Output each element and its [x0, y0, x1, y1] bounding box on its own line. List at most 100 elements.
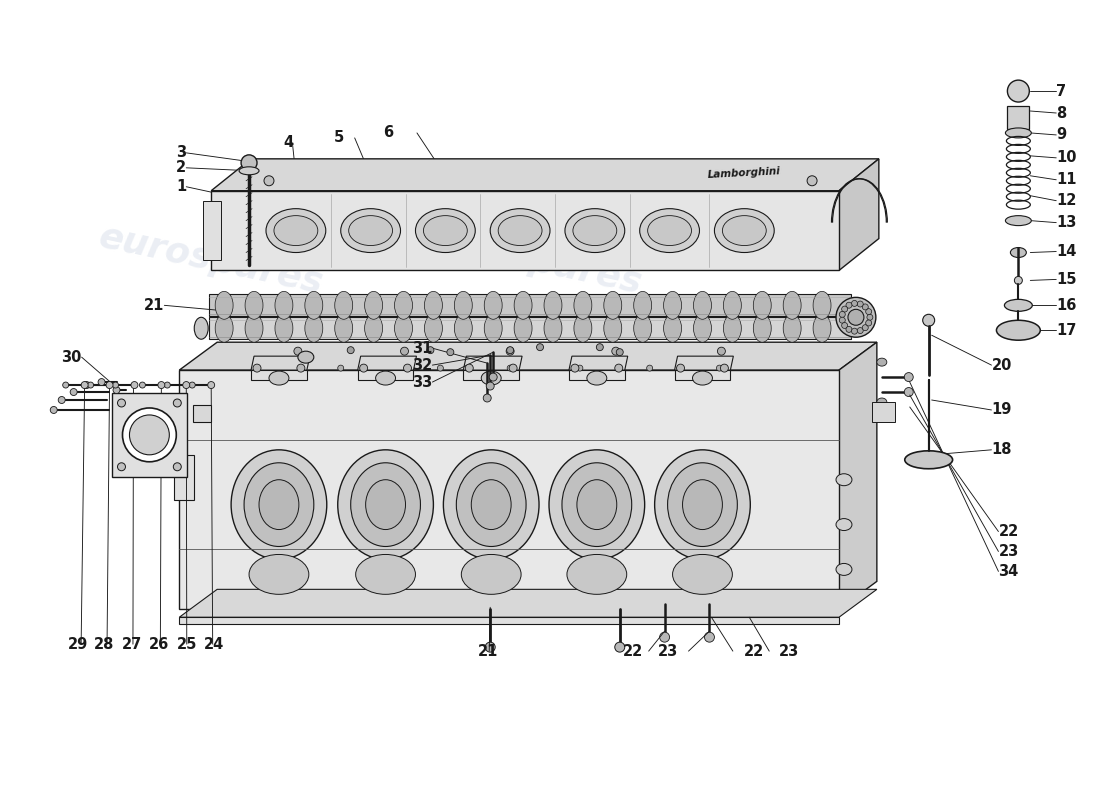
Ellipse shape: [654, 450, 750, 559]
Ellipse shape: [682, 480, 723, 530]
Text: 33: 33: [412, 374, 432, 390]
Circle shape: [51, 406, 57, 414]
Circle shape: [294, 347, 301, 355]
Text: 22: 22: [623, 644, 642, 658]
Ellipse shape: [648, 216, 692, 246]
Ellipse shape: [231, 450, 327, 559]
Ellipse shape: [877, 398, 887, 406]
Text: 27: 27: [122, 637, 143, 652]
Text: 12: 12: [1056, 193, 1077, 208]
Circle shape: [716, 365, 723, 371]
Ellipse shape: [668, 462, 737, 546]
Circle shape: [676, 364, 684, 372]
Polygon shape: [839, 159, 879, 270]
Ellipse shape: [454, 291, 472, 319]
Ellipse shape: [634, 291, 651, 319]
Circle shape: [862, 304, 868, 310]
Ellipse shape: [576, 480, 617, 530]
Circle shape: [70, 389, 77, 395]
Circle shape: [174, 462, 182, 470]
Circle shape: [507, 365, 513, 371]
Text: eurospares: eurospares: [564, 459, 795, 540]
Ellipse shape: [341, 209, 400, 253]
Ellipse shape: [195, 318, 208, 339]
Ellipse shape: [1004, 299, 1032, 311]
Ellipse shape: [258, 480, 299, 530]
Ellipse shape: [604, 314, 622, 342]
Ellipse shape: [574, 314, 592, 342]
Circle shape: [447, 349, 454, 356]
Circle shape: [616, 349, 624, 356]
Polygon shape: [211, 159, 879, 190]
Ellipse shape: [305, 314, 322, 342]
Ellipse shape: [813, 291, 830, 319]
Circle shape: [483, 394, 492, 402]
Ellipse shape: [239, 167, 258, 174]
Text: 14: 14: [1056, 244, 1077, 259]
Circle shape: [704, 632, 714, 642]
Ellipse shape: [334, 314, 353, 342]
Circle shape: [348, 346, 354, 354]
Ellipse shape: [836, 563, 851, 575]
Text: 34: 34: [999, 564, 1019, 579]
Text: 21: 21: [144, 298, 164, 313]
Text: 30: 30: [62, 350, 81, 365]
Ellipse shape: [355, 554, 416, 594]
Ellipse shape: [349, 216, 393, 246]
Ellipse shape: [461, 554, 521, 594]
Text: eurospares: eurospares: [415, 220, 646, 301]
Ellipse shape: [905, 451, 953, 469]
Polygon shape: [569, 356, 628, 370]
Polygon shape: [872, 402, 894, 422]
Polygon shape: [179, 618, 839, 624]
Text: 11: 11: [1056, 172, 1077, 187]
Circle shape: [241, 155, 257, 170]
Circle shape: [842, 322, 848, 329]
Circle shape: [81, 382, 88, 389]
Ellipse shape: [364, 314, 383, 342]
Polygon shape: [358, 370, 414, 380]
Text: 10: 10: [1056, 150, 1077, 166]
Circle shape: [615, 642, 625, 652]
Ellipse shape: [365, 480, 406, 530]
Text: 22: 22: [745, 644, 764, 658]
Ellipse shape: [395, 314, 412, 342]
Polygon shape: [463, 370, 519, 380]
Ellipse shape: [244, 462, 314, 546]
Circle shape: [862, 325, 868, 330]
Polygon shape: [251, 356, 310, 370]
Ellipse shape: [266, 209, 326, 253]
Ellipse shape: [364, 291, 383, 319]
Polygon shape: [463, 356, 522, 370]
Ellipse shape: [714, 209, 774, 253]
Polygon shape: [251, 370, 307, 380]
Circle shape: [839, 311, 845, 318]
Ellipse shape: [783, 314, 801, 342]
Polygon shape: [179, 370, 839, 610]
Polygon shape: [358, 356, 417, 370]
Ellipse shape: [514, 314, 532, 342]
Circle shape: [923, 314, 935, 326]
Polygon shape: [204, 201, 221, 261]
Circle shape: [509, 364, 517, 372]
Text: 3: 3: [176, 146, 186, 160]
Text: 9: 9: [1056, 127, 1066, 142]
Circle shape: [839, 317, 845, 323]
Circle shape: [63, 382, 68, 388]
Circle shape: [857, 327, 864, 334]
Circle shape: [427, 346, 433, 354]
Circle shape: [106, 382, 113, 389]
Ellipse shape: [305, 291, 322, 319]
Ellipse shape: [544, 291, 562, 319]
Circle shape: [158, 382, 165, 389]
Circle shape: [297, 364, 305, 372]
Polygon shape: [174, 455, 195, 500]
Text: 7: 7: [1056, 83, 1066, 98]
Text: 24: 24: [204, 637, 224, 652]
Circle shape: [1014, 277, 1022, 285]
Circle shape: [404, 364, 411, 372]
Ellipse shape: [754, 314, 771, 342]
Circle shape: [842, 306, 848, 312]
Ellipse shape: [395, 291, 412, 319]
Ellipse shape: [216, 314, 233, 342]
